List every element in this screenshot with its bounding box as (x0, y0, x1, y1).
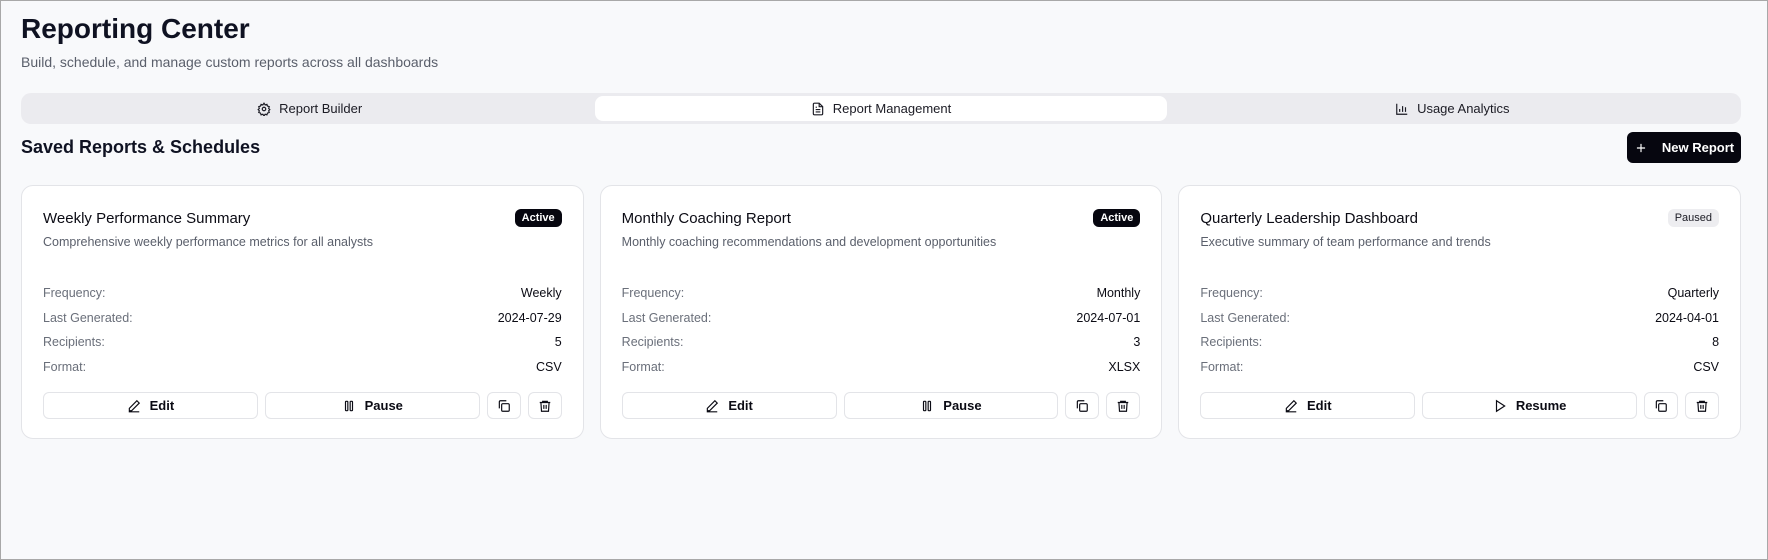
frequency-value: Monthly (1096, 286, 1141, 300)
duplicate-button[interactable] (486, 392, 521, 419)
trash-icon (539, 400, 550, 412)
format-value: CSV (1693, 360, 1720, 375)
toggle-schedule-button[interactable]: Resume (1422, 392, 1638, 419)
trash-icon (1118, 400, 1129, 412)
format-label: Format: (621, 360, 665, 375)
report-description: Monthly coaching recommendations and dev… (621, 235, 997, 249)
edit-button[interactable]: Edit (621, 392, 837, 419)
new-report-label: New Report (1661, 140, 1735, 155)
status-badge: Active (514, 209, 562, 227)
frequency-value: Weekly (520, 286, 562, 300)
page-subtitle: Build, schedule, and manage custom repor… (21, 54, 439, 70)
format-row: Format: CSV (1200, 355, 1719, 380)
last-generated-row: Last Generated: 2024-07-29 (43, 306, 562, 331)
copy-icon (1077, 399, 1089, 412)
last-generated-value: 2024-07-01 (1076, 310, 1141, 325)
duplicate-button[interactable] (1644, 392, 1679, 419)
toggle-label: Resume (1515, 398, 1567, 413)
format-label: Format: (1200, 360, 1244, 375)
report-card: Weekly Performance Summary Active Compre… (21, 185, 584, 439)
last-generated-label: Last Generated: (621, 310, 712, 325)
tab-label: Report Management (832, 101, 952, 116)
pause-icon (344, 400, 353, 411)
tab-report-management[interactable]: Report Management (595, 96, 1167, 121)
recipients-label: Recipients: (43, 335, 105, 350)
recipients-row: Recipients: 5 (43, 330, 562, 355)
delete-button[interactable] (1106, 392, 1141, 419)
toggle-label: Pause (943, 398, 982, 413)
last-generated-label: Last Generated: (43, 310, 133, 325)
report-card: Monthly Coaching Report Active Monthly c… (599, 185, 1163, 439)
file-text-icon (812, 102, 823, 115)
toggle-schedule-button[interactable]: Pause (843, 392, 1059, 419)
last-generated-row: Last Generated: 2024-04-01 (1200, 306, 1719, 331)
status-badge: Active (1093, 209, 1141, 227)
copy-icon (498, 399, 510, 412)
format-value: XLSX (1108, 360, 1141, 375)
recipients-value: 5 (554, 335, 562, 350)
recipients-label: Recipients: (1200, 335, 1263, 350)
report-description: Comprehensive weekly performance metrics… (43, 235, 373, 249)
edit-button[interactable]: Edit (1200, 392, 1416, 419)
format-label: Format: (43, 360, 87, 375)
section-title: Saved Reports & Schedules (21, 137, 261, 157)
recipients-value: 8 (1712, 335, 1720, 350)
gear-icon (257, 101, 271, 116)
report-card: Quarterly Leadership Dashboard Paused Ex… (1178, 185, 1742, 439)
last-generated-value: 2024-07-29 (497, 310, 562, 325)
pause-icon (923, 400, 932, 411)
recipients-value: 3 (1133, 335, 1141, 350)
tab-usage-analytics[interactable]: Usage Analytics (1167, 96, 1738, 121)
frequency-label: Frequency: (43, 286, 106, 300)
new-report-button[interactable]: New Report (1627, 132, 1741, 163)
pencil-icon (1285, 399, 1298, 412)
edit-label: Edit (149, 398, 175, 413)
page-title: Reporting Center (21, 13, 250, 44)
frequency-label: Frequency: (621, 286, 685, 300)
play-icon (1495, 399, 1506, 412)
frequency-value: Quarterly (1667, 286, 1720, 300)
report-cards: Weekly Performance Summary Active Compre… (21, 185, 1742, 439)
delete-button[interactable] (527, 392, 562, 419)
recipients-row: Recipients: 3 (622, 330, 1141, 355)
recipients-label: Recipients: (621, 335, 684, 350)
last-generated-label: Last Generated: (1200, 310, 1290, 325)
frequency-row: Frequency: Weekly (43, 281, 562, 306)
tab-label: Report Builder (279, 101, 363, 116)
tab-label: Usage Analytics (1417, 101, 1510, 116)
recipients-row: Recipients: 8 (1200, 330, 1719, 355)
delete-button[interactable] (1685, 392, 1720, 419)
frequency-row: Frequency: Quarterly (1200, 281, 1719, 306)
report-title: Quarterly Leadership Dashboard (1200, 209, 1418, 227)
frequency-label: Frequency: (1200, 286, 1263, 300)
last-generated-value: 2024-04-01 (1655, 310, 1720, 325)
copy-icon (1655, 399, 1667, 412)
trash-icon (1696, 400, 1708, 412)
edit-label: Edit (1306, 398, 1332, 413)
toggle-label: Pause (364, 398, 403, 413)
format-row: Format: XLSX (622, 355, 1141, 380)
tab-report-builder[interactable]: Report Builder (24, 96, 595, 121)
edit-button[interactable]: Edit (43, 392, 258, 419)
plus-icon (1636, 143, 1645, 152)
report-description: Executive summary of team performance an… (1200, 235, 1491, 249)
bar-chart-icon (1396, 103, 1408, 115)
report-title: Monthly Coaching Report (621, 209, 791, 227)
edit-label: Edit (728, 398, 753, 413)
toggle-schedule-button[interactable]: Pause (264, 392, 480, 419)
format-row: Format: CSV (43, 355, 562, 380)
frequency-row: Frequency: Monthly (622, 281, 1141, 306)
duplicate-button[interactable] (1065, 392, 1100, 419)
tab-bar: Report Builder Report Management Usage A… (21, 93, 1741, 124)
last-generated-row: Last Generated: 2024-07-01 (622, 306, 1141, 331)
pencil-icon (128, 399, 140, 412)
status-badge: Paused (1667, 209, 1720, 227)
format-value: CSV (535, 360, 562, 375)
report-title: Weekly Performance Summary (43, 209, 251, 227)
pencil-icon (707, 399, 719, 412)
